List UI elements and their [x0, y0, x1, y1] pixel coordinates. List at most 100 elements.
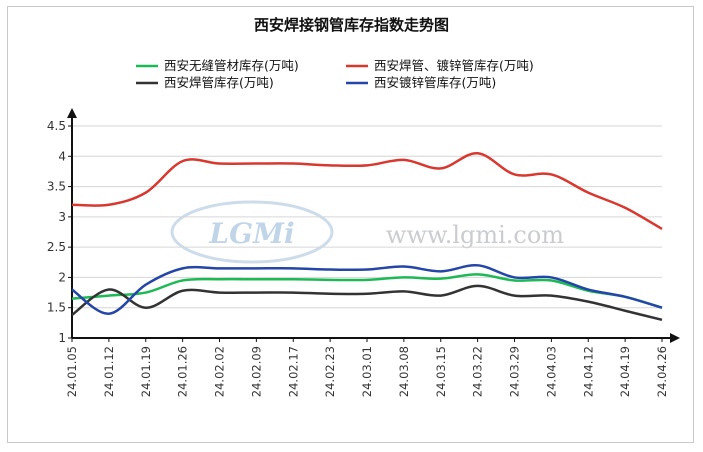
data-point [550, 294, 552, 296]
data-point [71, 288, 73, 290]
x-axis-arrow [670, 333, 680, 343]
data-point [550, 279, 552, 281]
x-tick-label: 24.02.17 [286, 346, 300, 397]
legend-label: 西安无缝管材库存(万吨) [164, 58, 299, 73]
x-tick-label: 24.03.01 [360, 346, 374, 397]
legend-label: 西安焊管、镀锌管库存(万吨) [374, 58, 534, 73]
data-point [145, 191, 147, 193]
data-point [366, 164, 368, 166]
data-point [218, 291, 220, 293]
data-point [440, 277, 442, 279]
data-point [587, 300, 589, 302]
data-point [145, 291, 147, 293]
data-point [624, 207, 626, 209]
x-tick-label: 24.03.22 [471, 346, 485, 397]
data-point [661, 307, 663, 309]
data-point [366, 293, 368, 295]
y-tick-label: 2.5 [47, 240, 66, 254]
data-point [255, 278, 257, 280]
series-line-2 [71, 152, 663, 231]
series-line-4 [71, 264, 663, 316]
x-tick-label: 24.03.08 [397, 346, 411, 397]
data-point [403, 290, 405, 292]
data-point [71, 314, 73, 316]
data-point [550, 276, 552, 278]
data-point [476, 273, 478, 275]
data-point [366, 268, 368, 270]
series-line-1 [71, 273, 663, 309]
data-point [145, 283, 147, 285]
data-point [329, 293, 331, 295]
series-line-3 [71, 284, 663, 322]
data-point [108, 204, 110, 206]
x-tick-label: 24.02.02 [213, 346, 227, 397]
y-tick-label: 1 [58, 331, 66, 345]
data-point [440, 270, 442, 272]
chart-title: 西安焊接钢管库存指数走势图 [253, 16, 449, 34]
y-tick-label: 4 [58, 149, 66, 163]
data-point [329, 279, 331, 281]
x-tick-label: 24.01.19 [139, 346, 153, 397]
data-point [476, 264, 478, 266]
legend-label: 西安焊管库存(万吨) [164, 75, 274, 90]
x-tick-label: 24.02.23 [323, 346, 337, 397]
data-point [71, 297, 73, 299]
y-tick-label: 4.5 [47, 119, 66, 133]
data-point [513, 276, 515, 278]
data-point [292, 291, 294, 293]
data-point [108, 294, 110, 296]
x-tick-label: 24.04.26 [655, 346, 669, 397]
x-tick-label: 24.01.05 [65, 346, 79, 397]
x-tick-label: 24.02.09 [249, 346, 263, 397]
data-point [255, 162, 257, 164]
data-point [329, 164, 331, 166]
data-point [587, 288, 589, 290]
data-point [108, 288, 110, 290]
x-tick-label: 24.01.26 [176, 346, 190, 397]
data-point [255, 291, 257, 293]
data-point [366, 279, 368, 281]
data-point [587, 191, 589, 193]
data-point [329, 268, 331, 270]
data-point [513, 173, 515, 175]
data-point [181, 279, 183, 281]
data-point [181, 267, 183, 269]
data-point [181, 160, 183, 162]
data-point [403, 276, 405, 278]
x-tick-label: 24.04.19 [618, 346, 632, 397]
chart-frame [7, 6, 694, 443]
data-point [661, 319, 663, 321]
data-point [108, 313, 110, 315]
watermark-logo: LGMi [208, 217, 294, 250]
x-tick-label: 24.03.15 [434, 346, 448, 397]
data-point [513, 294, 515, 296]
data-point [661, 228, 663, 230]
data-point [476, 285, 478, 287]
y-tick-label: 2 [58, 270, 66, 284]
data-point [513, 279, 515, 281]
data-point [476, 152, 478, 154]
data-point [550, 173, 552, 175]
y-tick-label: 3 [58, 210, 66, 224]
x-tick-label: 24.04.12 [581, 346, 595, 397]
data-point [440, 294, 442, 296]
data-point [145, 307, 147, 309]
data-point [624, 310, 626, 312]
data-point [292, 267, 294, 269]
y-tick-label: 1.5 [47, 301, 66, 315]
data-point [181, 290, 183, 292]
data-point [292, 162, 294, 164]
data-point [440, 167, 442, 169]
data-point [403, 265, 405, 267]
data-point [218, 278, 220, 280]
data-point [403, 159, 405, 161]
data-point [218, 267, 220, 269]
x-tick-label: 24.03.29 [508, 346, 522, 397]
legend-label: 西安镀锌管库存(万吨) [374, 75, 496, 90]
x-tick-label: 24.04.03 [544, 346, 558, 397]
data-point [255, 267, 257, 269]
x-tick-label: 24.01.12 [102, 346, 116, 397]
y-axis-arrow [67, 108, 77, 118]
watermark-logo-ring [170, 200, 334, 264]
